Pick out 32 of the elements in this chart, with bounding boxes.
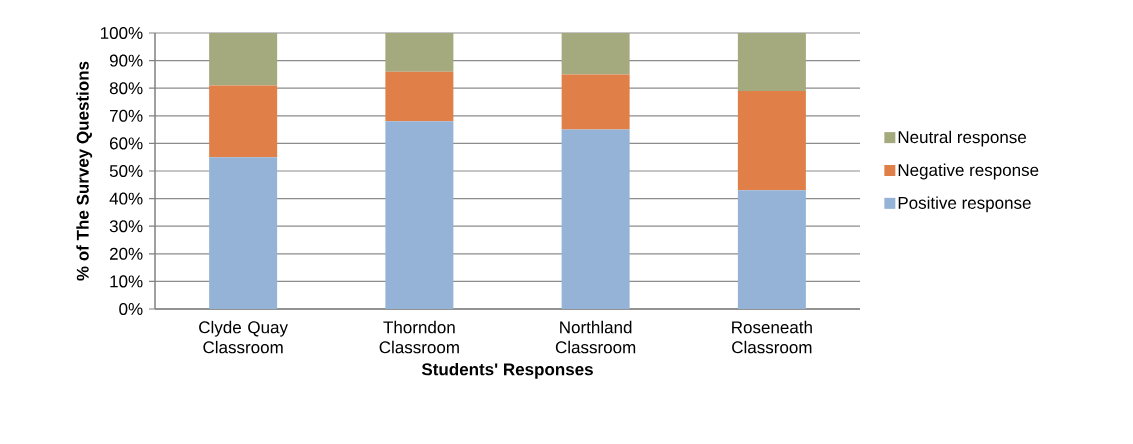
- y-tick-label: 100%: [100, 26, 143, 40]
- y-tick-label: 70%: [110, 109, 143, 122]
- bar: [385, 121, 454, 309]
- y-axis-title: % of The Survey Questions: [76, 61, 93, 281]
- bar: [209, 85, 278, 158]
- y-tick-label: 10%: [110, 275, 143, 288]
- bar: [737, 190, 806, 309]
- bar: [385, 32, 454, 72]
- x-tick-label: Roseneath Classroom: [732, 320, 812, 354]
- legend-label: Positive response: [898, 196, 1031, 213]
- y-tick-label: 50%: [109, 164, 143, 178]
- bar: [561, 74, 630, 130]
- bar: [209, 157, 278, 309]
- bar: [385, 71, 454, 122]
- bar: [737, 32, 806, 91]
- y-tick-label: 90%: [109, 54, 143, 67]
- bar: [209, 32, 278, 86]
- legend-label: Neutral response: [898, 130, 1027, 147]
- x-tick-label: Thorndon Classroom: [379, 320, 459, 354]
- y-tick-label: 60%: [109, 137, 143, 150]
- bar: [737, 90, 806, 191]
- y-tick-label: 40%: [109, 192, 143, 205]
- x-axis-title: Students' Responses: [421, 362, 593, 379]
- legend-label: Negative response: [898, 163, 1039, 180]
- y-tick-label: 80%: [109, 82, 143, 95]
- y-tick-label: 20%: [109, 247, 143, 260]
- y-tick-label: 30%: [109, 220, 143, 233]
- bar: [561, 129, 630, 309]
- bar: [561, 32, 630, 75]
- x-tick-label: Northland Classroom: [555, 320, 636, 354]
- x-tick-label: Clyde Quay Classroom: [199, 320, 288, 354]
- y-tick-label: 0%: [119, 302, 143, 316]
